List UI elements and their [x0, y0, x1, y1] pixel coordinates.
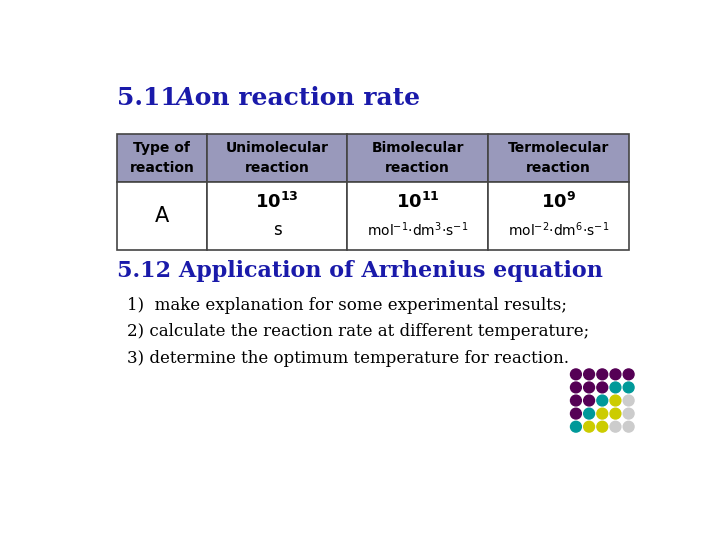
Circle shape [624, 369, 634, 380]
Circle shape [570, 408, 581, 419]
Circle shape [597, 421, 608, 432]
Circle shape [584, 421, 595, 432]
Text: 1)  make explanation for some experimental results;: 1) make explanation for some experimenta… [127, 296, 567, 314]
Circle shape [570, 369, 581, 380]
Bar [488, 182, 629, 249]
Text: mol$^{-2}$$\cdot$dm$^{6}$$\cdot$s$^{-1}$: mol$^{-2}$$\cdot$dm$^{6}$$\cdot$s$^{-1}$ [508, 220, 609, 239]
Circle shape [624, 382, 634, 393]
Text: s: s [273, 220, 282, 239]
Bar [207, 134, 347, 182]
Circle shape [584, 408, 595, 419]
Circle shape [584, 382, 595, 393]
Text: Unimolecular
reaction: Unimolecular reaction [225, 141, 328, 175]
Circle shape [597, 369, 608, 380]
Circle shape [624, 421, 634, 432]
Circle shape [570, 382, 581, 393]
Text: $\mathbf{10^{9}}$: $\mathbf{10^{9}}$ [541, 192, 576, 212]
Text: 5.12 Application of Arrhenius equation: 5.12 Application of Arrhenius equation [117, 260, 603, 282]
Circle shape [570, 395, 581, 406]
Text: Termolecular
reaction: Termolecular reaction [508, 141, 609, 175]
Text: mol$^{-1}$$\cdot$dm$^{3}$$\cdot$s$^{-1}$: mol$^{-1}$$\cdot$dm$^{3}$$\cdot$s$^{-1}$ [367, 220, 468, 239]
Text: $\mathbf{10^{13}}$: $\mathbf{10^{13}}$ [255, 192, 299, 212]
Circle shape [584, 369, 595, 380]
Bar [347, 134, 488, 182]
Circle shape [584, 395, 595, 406]
Text: Bimolecular
reaction: Bimolecular reaction [372, 141, 464, 175]
Circle shape [610, 382, 621, 393]
Text: A: A [176, 86, 195, 110]
Bar [347, 182, 488, 249]
Bar [207, 182, 347, 249]
Bar [117, 134, 207, 182]
Circle shape [610, 395, 621, 406]
Text: Type of
reaction: Type of reaction [130, 141, 194, 175]
Circle shape [610, 421, 621, 432]
Circle shape [570, 421, 581, 432]
Text: 5.11: 5.11 [117, 86, 195, 110]
Text: 2) calculate the reaction rate at different temperature;: 2) calculate the reaction rate at differ… [127, 323, 590, 341]
Bar [117, 182, 207, 249]
Text: 3) determine the optimum temperature for reaction.: 3) determine the optimum temperature for… [127, 350, 570, 367]
Text: on reaction rate: on reaction rate [186, 86, 420, 110]
Circle shape [624, 408, 634, 419]
Bar [488, 134, 629, 182]
Text: A: A [155, 206, 169, 226]
Circle shape [624, 395, 634, 406]
Text: $\mathbf{10^{11}}$: $\mathbf{10^{11}}$ [396, 192, 440, 212]
Circle shape [597, 408, 608, 419]
Circle shape [597, 395, 608, 406]
Circle shape [610, 369, 621, 380]
Circle shape [597, 382, 608, 393]
Circle shape [610, 408, 621, 419]
